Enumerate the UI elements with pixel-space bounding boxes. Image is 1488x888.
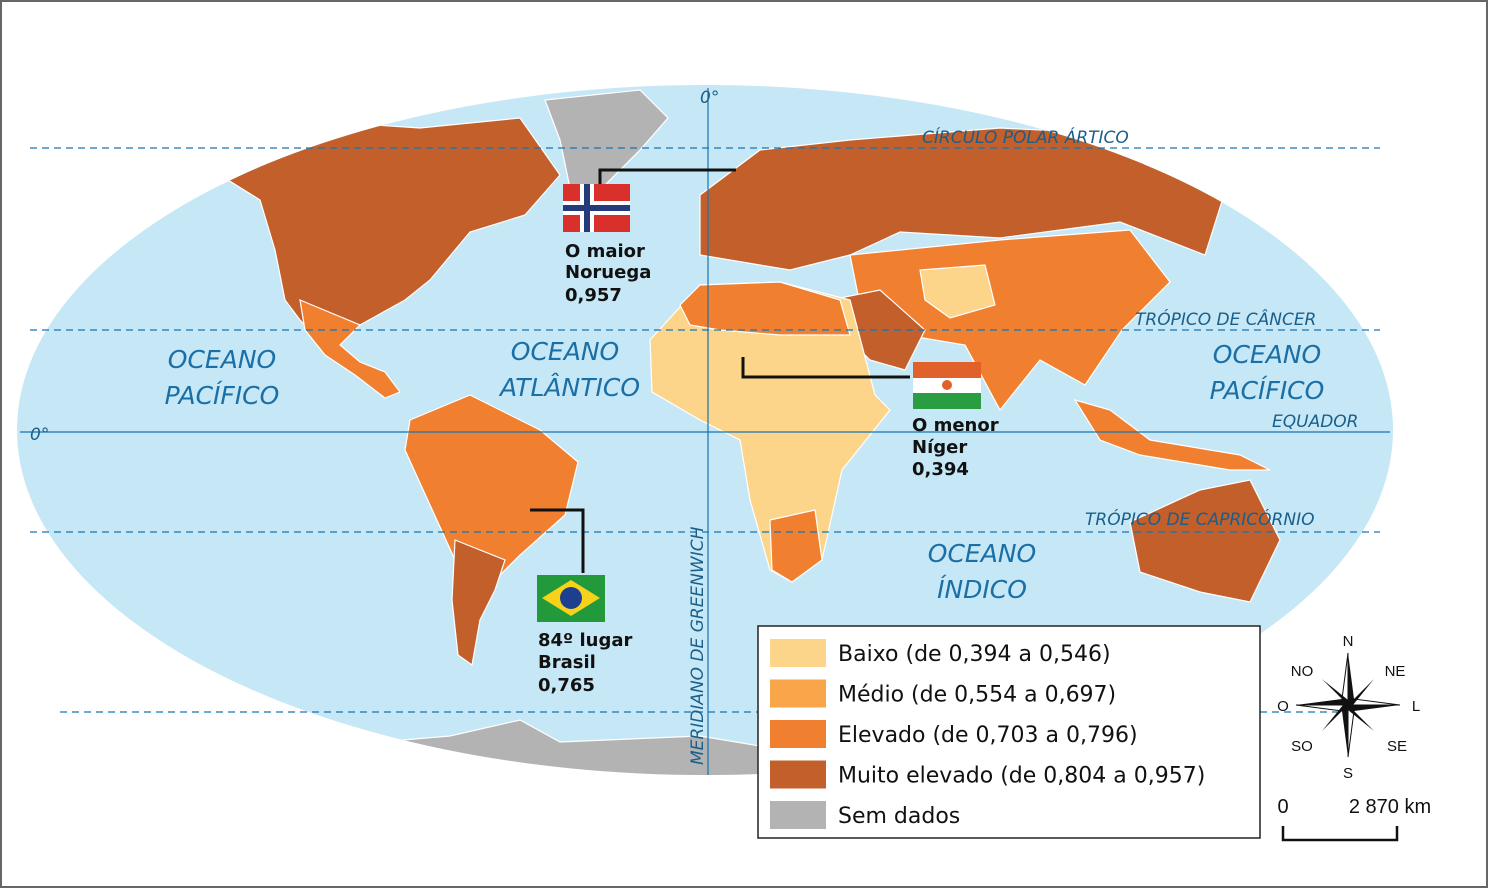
north-america [198, 117, 561, 351]
ocean-label: OCEANO [1213, 340, 1321, 369]
southern-cone [451, 539, 506, 667]
callout-text: O menor [912, 415, 999, 436]
meridian-label: 0° [700, 88, 719, 108]
callout-text: Noruega [565, 262, 651, 283]
legend-box [757, 625, 1261, 839]
parallel-label: TRÓPICO DE CAPRICÓRNIO [1085, 508, 1314, 530]
parallel-label: TRÓPICO DE CÂNCER [1135, 308, 1316, 330]
callout-text: Níger [912, 437, 967, 458]
legend-label: Muito elevado (de 0,804 a 0,957) [838, 764, 1205, 789]
callout-text: 84º lugar [538, 630, 632, 651]
legend-label: Baixo (de 0,394 a 0,546) [838, 642, 1111, 667]
compass-label: SE [1387, 738, 1407, 755]
legend-label: Médio (de 0,554 a 0,697) [838, 683, 1116, 708]
ocean-label: ÍNDICO [937, 575, 1027, 604]
scale-label: 0 [1277, 796, 1288, 818]
parallel-label: EQUADOR [1272, 412, 1358, 432]
ocean-label: OCEANO [511, 337, 619, 366]
callout-line [741, 357, 910, 379]
compass-label: N [1343, 633, 1354, 650]
legend-swatch [770, 720, 826, 748]
north-africa [679, 281, 851, 336]
callout-line [530, 508, 585, 573]
callout-text: 0,765 [538, 675, 595, 696]
callout-text: 0,957 [565, 285, 622, 306]
legend: Baixo (de 0,394 a 0,546) Médio (de 0,554 … [770, 639, 1205, 829]
scale-bar [1281, 826, 1399, 842]
ocean-label: PACÍFICO [1210, 376, 1325, 405]
scale-label: 2 870 km [1349, 796, 1431, 818]
legend-swatch [770, 801, 826, 829]
eurasia-north [699, 127, 1236, 271]
legend-label: Sem dados [838, 804, 960, 829]
meridian-label: MERIDIANO DE GREENWICH [688, 526, 708, 765]
parallel-label: 0° [30, 425, 49, 445]
ocean-label: OCEANO [168, 345, 276, 374]
compass-rose [1295, 652, 1401, 758]
central-america [299, 299, 401, 399]
compass-label: SO [1291, 738, 1313, 755]
compass-label: NO [1291, 663, 1314, 680]
ocean-label: ATLÂNTICO [498, 373, 640, 402]
callout-text: 0,394 [912, 459, 969, 480]
callout-text: O maior [565, 241, 645, 262]
legend-label: Elevado (de 0,703 a 0,796) [838, 723, 1138, 748]
parallel-label: CÍRCULO POLAR ÁRTICO [922, 126, 1129, 148]
legend-swatch [770, 760, 826, 789]
compass-label: S [1343, 765, 1353, 782]
south-america [404, 394, 579, 622]
flag-brazil [537, 575, 605, 622]
flag-norway [563, 184, 630, 232]
australia [1129, 479, 1281, 603]
flag-niger [913, 362, 981, 409]
south-africa [769, 509, 823, 583]
compass-label: O [1277, 698, 1289, 715]
compass-label: NE [1385, 663, 1406, 680]
ocean-label: OCEANO [928, 539, 1036, 568]
legend-swatch [770, 679, 826, 708]
indonesia [1073, 398, 1271, 471]
central-asia [919, 264, 996, 319]
callout-text: Brasil [538, 652, 596, 673]
compass-label: L [1412, 698, 1420, 715]
ocean-label: PACÍFICO [165, 381, 280, 410]
legend-swatch [770, 639, 826, 667]
callout-line [598, 168, 736, 184]
